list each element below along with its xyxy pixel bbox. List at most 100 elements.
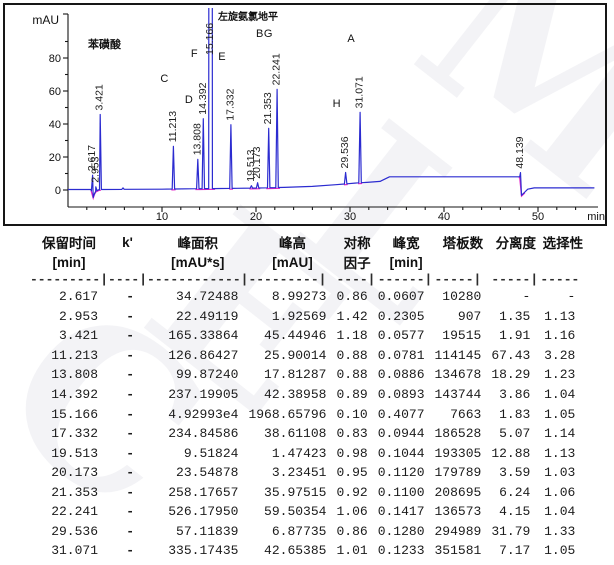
- y-tick-label: 20: [49, 152, 61, 164]
- peak-time-label: 48.139: [514, 136, 526, 168]
- table-cell: 0.88: [336, 367, 368, 383]
- table-cell: -: [126, 445, 135, 461]
- x-tick-label: 30: [344, 211, 356, 223]
- x-tick-label: 10: [156, 211, 168, 223]
- peak-results-table: 保留时间 k' 峰面积 峰高 对称 峰宽 塔板数 分离度 选择性 [min] [mAU*s] [mAU…: [30, 232, 585, 561]
- table-cell: 1.04: [544, 504, 576, 520]
- table-cell: 1.05: [544, 543, 576, 559]
- axis-labels: 10 20 30 40 50 0 20 40 60 80 mAU min: [32, 13, 605, 223]
- table-cell: 1.13: [544, 308, 576, 324]
- table-cell: 31.071: [51, 543, 99, 559]
- table-cell: 0.95: [336, 465, 368, 481]
- peak-time-label: 21.353: [262, 92, 274, 124]
- peak-letter-label: E: [218, 51, 225, 63]
- table-cell: 1.23: [544, 367, 576, 383]
- peak-results-table-panel: 保留时间 k' 峰面积 峰高 对称 峰宽 塔板数 分离度 选择性 [min] [mAU*s] [mAU…: [30, 232, 585, 561]
- table-cell: 294989: [434, 523, 482, 539]
- table-cell: 0.89: [336, 387, 368, 402]
- table-cell: 15.166: [51, 406, 99, 422]
- column-header: 峰宽: [392, 236, 420, 251]
- table-cell: -: [126, 387, 135, 402]
- table-cell: 45.44946: [264, 328, 327, 344]
- table-cell: 0.0781: [377, 347, 425, 363]
- x-tick-label: 50: [532, 211, 544, 223]
- table-cell: 6.87735: [271, 523, 327, 539]
- table-cell: 1968.65796: [248, 406, 327, 422]
- table-cell: 1.18: [336, 328, 368, 344]
- table-cell: 22.241: [51, 504, 99, 520]
- table-row: 31.071 - 335.17435 42.65385 1.01 0.1233 351581…: [30, 541, 585, 561]
- table-row: 2.953 - 22.49119 1.92569 1.42 0.2305 907 1.35 1.…: [30, 307, 585, 327]
- separator-cell: ------------|: [147, 272, 249, 287]
- table-cell: 143744: [434, 387, 482, 402]
- peak-time-label: 14.392: [197, 82, 209, 114]
- table-cell: 0.2305: [377, 308, 425, 324]
- column-header: 塔板数: [442, 236, 484, 251]
- table-cell: 13.808: [51, 367, 99, 383]
- table-cell: 0.1120: [377, 465, 425, 481]
- table-cell: 20.173: [51, 465, 99, 481]
- table-cell: 42.38958: [264, 387, 327, 402]
- separator-cell: ---------|: [30, 272, 109, 287]
- column-header-units: [540, 252, 585, 272]
- y-tick-label: 40: [49, 119, 61, 131]
- column-header-units: [108, 252, 147, 272]
- table-cell: 1.04: [544, 387, 576, 402]
- table-cell: 2.953: [59, 308, 99, 324]
- table-cell: 1.83: [499, 406, 531, 422]
- table-separator-row: ---------| ----| ------------| ---------| --…: [30, 272, 585, 287]
- table-cell: 0.98: [336, 445, 368, 461]
- chromatogram-panel: 10 20 30 40 50 0 20 40 60 80 mAU min 2.617 2.953 3.421…: [3, 3, 607, 226]
- separator-cell: -----|: [434, 272, 482, 287]
- annotation-levamlodipine: 左旋氨氯地平: [217, 10, 278, 23]
- table-cell: 0.86: [336, 289, 368, 305]
- table-cell: 5.07: [499, 426, 531, 442]
- table-cell: -: [126, 289, 135, 305]
- table-cell: 17.332: [51, 426, 99, 442]
- peak-time-label: 31.071: [354, 76, 366, 108]
- table-row: 3.421 - 165.33864 45.44946 1.18 0.0577 19515 1.…: [30, 326, 585, 346]
- column-header: 对称: [343, 236, 371, 251]
- table-cell: 14.392: [51, 387, 99, 402]
- table-row: 19.513 - 9.51824 1.47423 0.98 0.1044 193305 12.…: [30, 443, 585, 463]
- peak-time-label: 15.166: [204, 23, 216, 55]
- table-cell: -: [126, 543, 135, 559]
- table-cell: 186528: [434, 426, 482, 442]
- x-axis-unit-label: min: [587, 211, 605, 223]
- table-cell: 0.1044: [377, 445, 425, 461]
- peak-time-label: 11.213: [167, 111, 179, 142]
- table-cell: 526.17950: [168, 504, 239, 520]
- axes: [63, 13, 598, 212]
- table-cell: 335.17435: [168, 543, 239, 559]
- table-cell: 126.86427: [168, 347, 239, 363]
- column-header-units: [491, 252, 540, 272]
- peak-time-label: 22.241: [271, 53, 283, 85]
- column-header: k': [122, 234, 133, 250]
- integration-marks: [90, 177, 526, 201]
- table-cell: 12.88: [491, 445, 531, 461]
- separator-cell: ----|: [336, 272, 376, 287]
- table-cell: 208695: [434, 484, 482, 500]
- y-axis-title: mAU: [32, 13, 59, 27]
- table-cell: -: [126, 406, 135, 422]
- table-cell: 0.0886: [377, 367, 425, 383]
- table-cell: 23.54878: [176, 465, 239, 481]
- table-cell: 0.1233: [377, 543, 425, 559]
- separator-cell: ------|: [377, 272, 433, 287]
- table-cell: 1.13: [544, 445, 576, 461]
- column-header-units: [min]: [389, 254, 423, 270]
- table-cell: 0.88: [336, 347, 368, 363]
- table-cell: -: [126, 504, 135, 520]
- table-cell: 136573: [434, 504, 482, 520]
- table-cell: 234.84586: [168, 426, 239, 442]
- annotation-benzenesulfonate: 苯磺酸: [87, 37, 122, 51]
- table-cell: -: [126, 484, 135, 500]
- table-cell: 0.0607: [377, 289, 425, 305]
- separator-cell: ----|: [108, 272, 148, 287]
- column-header-units: [mAU*s]: [171, 254, 225, 270]
- table-row: 14.392 - 237.19905 42.38958 0.89 0.0893 143744…: [30, 385, 585, 405]
- table-cell: 907: [457, 308, 482, 324]
- separator-cell: -----|: [491, 272, 539, 287]
- column-header: 峰面积: [177, 236, 218, 251]
- peak-time-label: 17.332: [224, 88, 236, 120]
